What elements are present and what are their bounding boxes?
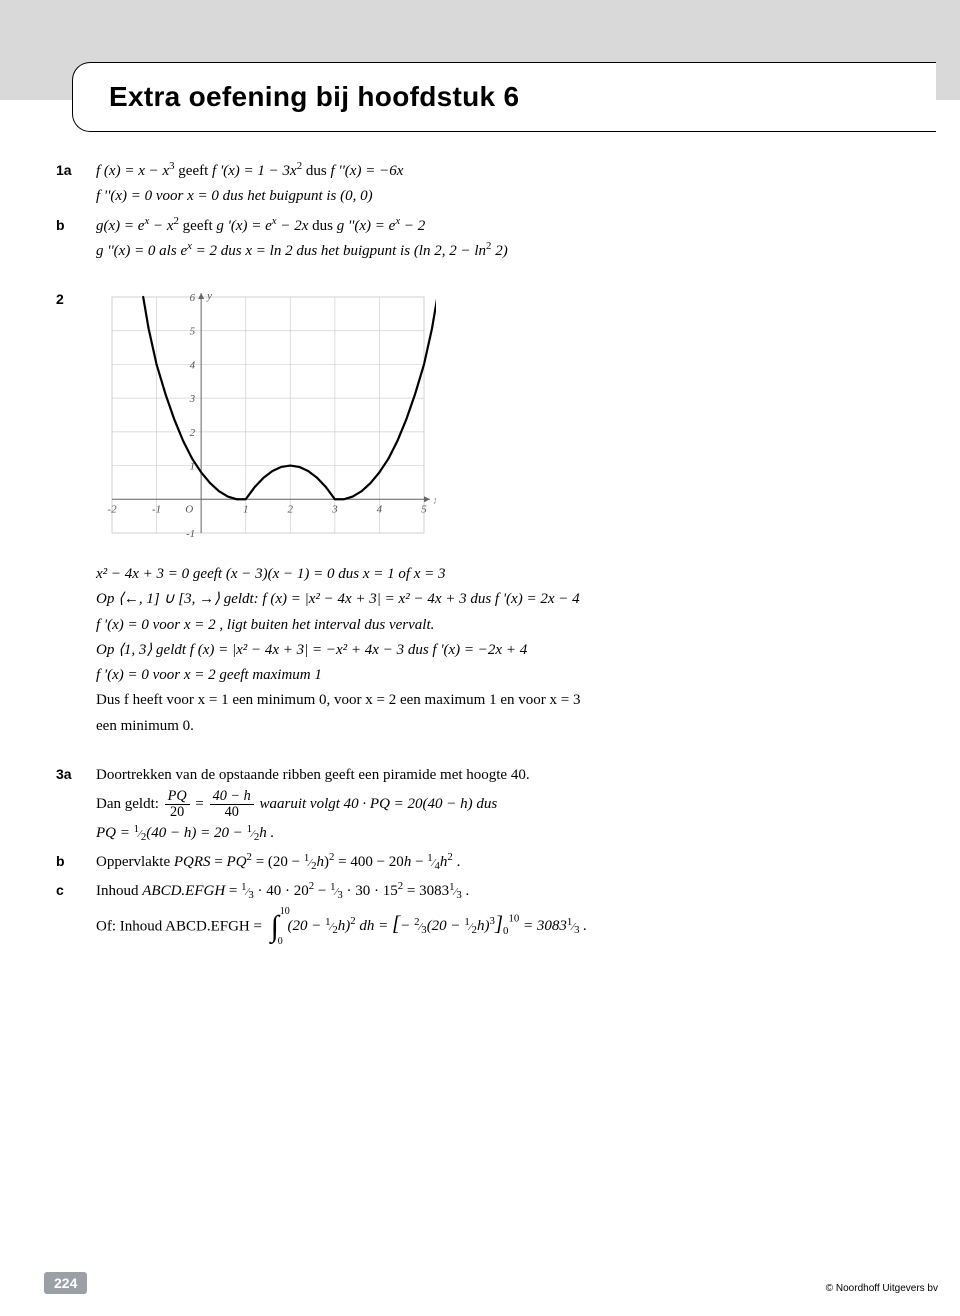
t: dus	[308, 218, 336, 234]
t: 0	[503, 925, 508, 937]
label-3a: 3a	[56, 764, 96, 847]
t: 10	[508, 912, 519, 924]
svg-text:3: 3	[189, 393, 196, 405]
ex2-line7: een minimum 0.	[96, 715, 890, 738]
body-3a: Doortrekken van de opstaande ribben geef…	[96, 764, 890, 847]
label-3b: b	[56, 851, 96, 876]
t: (x) = x − x	[104, 163, 169, 179]
svg-text:5: 5	[190, 326, 196, 338]
ex3c-line1: Inhoud ABCD.EFGH = 1⁄3 · 40 · 202 − 1⁄3 …	[96, 880, 890, 903]
t: Of: Inhoud ABCD.EFGH =	[96, 918, 266, 934]
t: PQ	[165, 789, 190, 805]
t: f ''(x) = −6x	[330, 163, 403, 179]
t: = 2 dus x = ln 2 dus het buigpunt is (ln…	[192, 243, 486, 259]
svg-text:y: y	[206, 290, 212, 302]
page-number: 224	[44, 1272, 87, 1294]
svg-text:4: 4	[190, 359, 196, 371]
svg-text:x: x	[433, 494, 436, 506]
t: 2)	[491, 243, 507, 259]
ex3a-line3: PQ = 1⁄2(40 − h) = 20 − 1⁄2h .	[96, 822, 890, 845]
t: Dus f heeft voor x = 1 een minimum 0, vo…	[96, 692, 580, 708]
svg-text:2: 2	[288, 503, 294, 515]
label-2: 2	[56, 289, 96, 740]
body-2: -2-112345-1123456Oxy x² − 4x + 3 = 0 gee…	[96, 289, 890, 740]
t: geeft	[175, 163, 212, 179]
page-title: Extra oefening bij hoofdstuk 6	[109, 81, 936, 113]
graph-svg: -2-112345-1123456Oxy	[96, 289, 436, 549]
body-1a: f (x) = x − x3 geeft f '(x) = 1 − 3x2 du…	[96, 160, 890, 211]
exercise-1b: b g(x) = ex − x2 geeft g '(x) = ex − 2x …	[56, 215, 890, 266]
t: g ''(x) = e	[337, 218, 396, 234]
t: g '(x) = e	[216, 218, 271, 234]
integral-icon: ∫100	[266, 906, 284, 948]
t: =	[195, 796, 207, 812]
label-1a: 1a	[56, 160, 96, 211]
ex3a-line1: Doortrekken van de opstaande ribben geef…	[96, 764, 890, 787]
ex2-line3: f '(x) = 0 voor x = 2 , ligt buiten het …	[96, 614, 890, 637]
t: geeft	[179, 218, 216, 234]
t: 40	[210, 805, 254, 820]
t: − x	[149, 218, 173, 234]
frac-pq: PQ20	[165, 789, 190, 820]
graph-2: -2-112345-1123456Oxy	[96, 289, 890, 549]
t: 40 − h	[210, 789, 254, 805]
exercise-3a: 3a Doortrekken van de opstaande ribben g…	[56, 764, 890, 847]
body-3c: Inhoud ABCD.EFGH = 1⁄3 · 40 · 202 − 1⁄3 …	[96, 880, 890, 949]
body-3b: Oppervlakte PQRS = PQ2 = (20 − 1⁄2h)2 = …	[96, 851, 890, 876]
frac-40h: 40 − h40	[210, 789, 254, 820]
exercise-1a: 1a f (x) = x − x3 geeft f '(x) = 1 − 3x2…	[56, 160, 890, 211]
svg-text:5: 5	[421, 503, 427, 515]
ex1a-line2: f ''(x) = 0 voor x = 0 dus het buigpunt …	[96, 185, 890, 208]
body-1b: g(x) = ex − x2 geeft g '(x) = ex − 2x du…	[96, 215, 890, 266]
svg-text:O: O	[185, 503, 193, 515]
ex1b-line1: g(x) = ex − x2 geeft g '(x) = ex − 2x du…	[96, 215, 890, 238]
svg-text:-2: -2	[107, 503, 117, 515]
t: 0	[278, 934, 283, 950]
ex3b-line1: Oppervlakte PQRS = PQ2 = (20 − 1⁄2h)2 = …	[96, 851, 890, 874]
exercise-3b: b Oppervlakte PQRS = PQ2 = (20 − 1⁄2h)2 …	[56, 851, 890, 876]
exercise-2: 2 -2-112345-1123456Oxy x² − 4x + 3 = 0 g…	[56, 289, 890, 740]
ex2-line6: Dus f heeft voor x = 1 een minimum 0, vo…	[96, 689, 890, 712]
ex2-line1: x² − 4x + 3 = 0 geeft (x − 3)(x − 1) = 0…	[96, 563, 890, 586]
ex3c-line2: Of: Inhoud ABCD.EFGH = ∫100 (20 − 1⁄2h)2…	[96, 906, 890, 948]
t: waaruit volgt 40 · PQ = 20(40 − h) dus	[260, 796, 498, 812]
t: 10	[280, 904, 290, 920]
svg-text:2: 2	[190, 427, 196, 439]
t: dus	[302, 163, 330, 179]
t: f '(x) = 1 − 3x	[212, 163, 297, 179]
content-area: 1a f (x) = x − x3 geeft f '(x) = 1 − 3x2…	[56, 160, 890, 954]
svg-text:1: 1	[243, 503, 249, 515]
t: Dan geldt:	[96, 796, 163, 812]
svg-text:3: 3	[331, 503, 338, 515]
t: g(x) = e	[96, 218, 144, 234]
svg-text:4: 4	[377, 503, 383, 515]
ex1a-line1: f (x) = x − x3 geeft f '(x) = 1 − 3x2 du…	[96, 160, 890, 183]
ex2-line2: Op ⟨←, 1] ∪ [3, →⟩ geldt: f (x) = |x² − …	[96, 588, 890, 611]
footer-copyright: © Noordhoff Uitgevers bv	[826, 1283, 938, 1294]
exercise-3c: c Inhoud ABCD.EFGH = 1⁄3 · 40 · 202 − 1⁄…	[56, 880, 890, 949]
ex1b-line2: g ''(x) = 0 als ex = 2 dus x = ln 2 dus …	[96, 240, 890, 263]
svg-text:-1: -1	[152, 503, 161, 515]
svg-text:6: 6	[190, 292, 196, 304]
ex3a-line2: Dan geldt: PQ20 = 40 − h40 waaruit volgt…	[96, 789, 890, 820]
svg-text:-1: -1	[186, 528, 195, 540]
label-1b: b	[56, 215, 96, 266]
label-3c: c	[56, 880, 96, 949]
t: − 2x	[277, 218, 309, 234]
ex2-line4: Op ⟨1, 3⟩ geldt f (x) = |x² − 4x + 3| = …	[96, 639, 890, 662]
t: g ''(x) = 0 als e	[96, 243, 187, 259]
title-box: Extra oefening bij hoofdstuk 6	[72, 62, 936, 132]
ex2-line5: f '(x) = 0 voor x = 2 geeft maximum 1	[96, 664, 890, 687]
t: − 2	[400, 218, 425, 234]
t: 20	[165, 805, 190, 820]
